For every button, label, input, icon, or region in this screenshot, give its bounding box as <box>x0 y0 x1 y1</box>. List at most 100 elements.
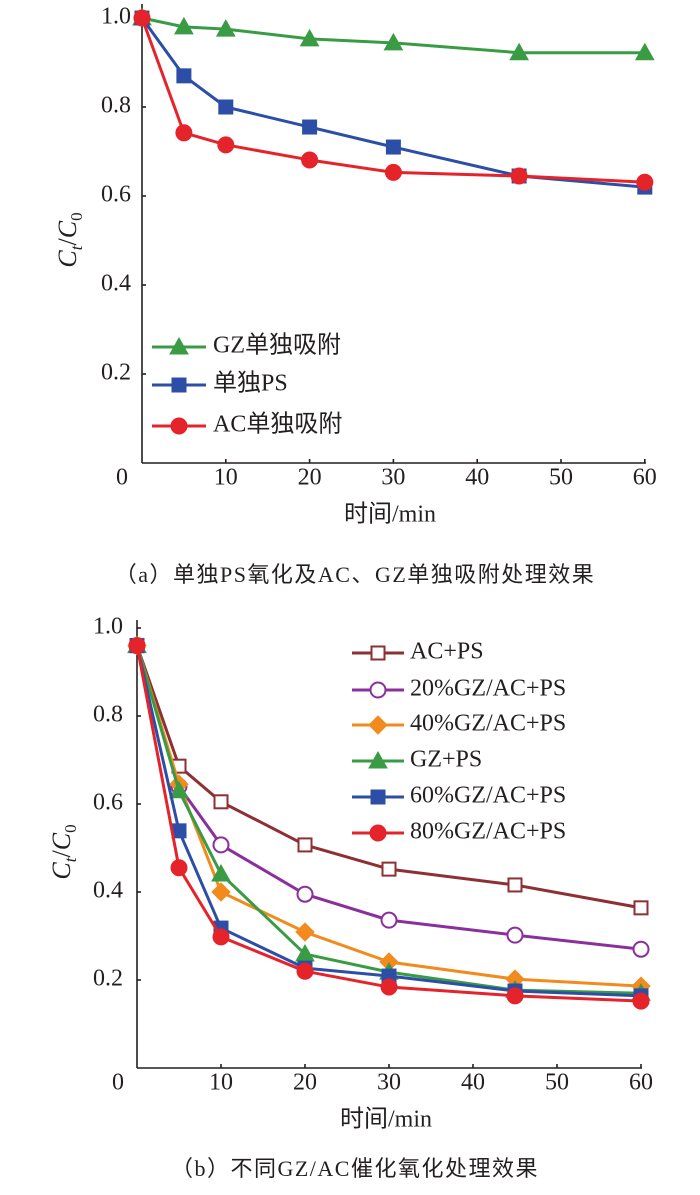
x-axis-title: 时间/min <box>340 1106 432 1133</box>
data-point <box>212 836 230 854</box>
x-tick-label: 50 <box>549 465 573 491</box>
data-point <box>636 173 654 191</box>
data-point <box>381 861 397 877</box>
y-tick-label: 0.2 <box>101 360 131 386</box>
data-point <box>507 877 523 893</box>
data-point <box>632 992 650 1010</box>
origin-label: 0 <box>116 465 128 491</box>
y-axis-title: Ct/C0 <box>47 824 80 879</box>
x-tick-label: 40 <box>461 1070 485 1096</box>
chart-a: 10 20 30 40 50 600.20.40.60.81.00Ct/C0时间/minG… <box>53 4 657 588</box>
y-tick-label: 0.6 <box>93 790 123 816</box>
legend-marker <box>370 645 386 661</box>
legend-label: AC单独吸附 <box>213 411 342 438</box>
legend-marker <box>169 336 189 355</box>
y-axis-title-subscript: t <box>67 244 86 250</box>
x-tick-label: 60 <box>633 465 657 491</box>
data-point <box>506 987 524 1005</box>
data-point <box>174 16 194 35</box>
legend-label: GZ+PS <box>410 747 482 773</box>
legend: AC+PS 20%GZ/AC+PS 40%GZ/AC+PS GZ+PS 60%GZ/AC… <box>352 639 566 845</box>
legend-marker <box>369 681 387 699</box>
y-tick-label: 0.4 <box>101 271 131 297</box>
data-point <box>299 28 320 47</box>
legend-label: AC+PS <box>410 639 484 665</box>
legend-item: 80%GZ/AC+PS <box>352 819 566 845</box>
x-tick-label: 30 <box>377 1070 401 1096</box>
data-point <box>296 962 314 980</box>
legend-item: AC单独吸附 <box>152 411 342 438</box>
data-point <box>211 863 231 882</box>
data-point <box>383 32 404 51</box>
y-axis-title-part: C <box>47 832 76 850</box>
y-axis-title-subscript: t <box>61 856 80 862</box>
y-tick-label: 1.0 <box>93 614 123 640</box>
data-point <box>133 9 151 27</box>
legend-marker <box>171 377 187 393</box>
data-point <box>212 928 230 946</box>
data-point <box>380 911 398 929</box>
data-point <box>297 837 313 853</box>
data-point <box>295 922 315 942</box>
y-axis-title-part: C <box>53 220 82 238</box>
data-point <box>510 167 528 185</box>
x-axis-title: 时间/min <box>344 501 436 528</box>
legend-item: 40%GZ/AC+PS <box>352 711 566 737</box>
x-tick-label: 40 <box>465 465 489 491</box>
legend-marker <box>370 789 386 805</box>
data-point <box>633 900 649 916</box>
data-point <box>217 136 235 154</box>
legend-marker <box>369 824 387 842</box>
x-tick-label: 30 <box>381 465 405 491</box>
data-point <box>301 151 319 169</box>
chart-b: 10 20 30 40 50 600.20.40.60.81.00Ct/C0时间/minA… <box>47 614 653 1182</box>
y-tick-label: 0.8 <box>93 702 123 728</box>
data-point <box>302 119 318 135</box>
data-point <box>211 882 231 902</box>
figure-caption: （b）不同GZ/AC催化氧化处理效果 <box>171 1156 539 1181</box>
x-tick-label: 20 <box>298 465 322 491</box>
legend-marker <box>368 750 388 769</box>
y-tick-label: 0.4 <box>93 878 123 904</box>
data-point <box>128 637 146 655</box>
y-axis-title-part: / <box>47 850 76 858</box>
legend-item: 20%GZ/AC+PS <box>352 676 566 702</box>
data-point <box>176 68 192 84</box>
legend-marker <box>368 715 388 735</box>
y-tick-label: 0.2 <box>93 966 123 992</box>
x-tick-label: 60 <box>629 1070 653 1096</box>
data-point <box>632 940 650 958</box>
y-axis-title: Ct/C0 <box>53 212 86 267</box>
legend-marker <box>170 417 188 435</box>
data-point <box>509 42 529 61</box>
x-tick-label: 10 <box>209 1070 233 1096</box>
y-axis-title-subscript: 0 <box>61 824 80 833</box>
legend-item: GZ单独吸附 <box>152 332 341 359</box>
data-point <box>385 139 401 155</box>
legend-label: 60%GZ/AC+PS <box>410 783 566 809</box>
data-point <box>215 19 236 37</box>
legend-item: GZ+PS <box>352 747 482 773</box>
y-tick-label: 0.6 <box>101 182 131 208</box>
data-point <box>296 885 314 903</box>
series <box>133 9 654 191</box>
legend-item: AC+PS <box>352 639 484 665</box>
y-axis-title-part: C <box>47 862 76 880</box>
figure-caption: （a）单独PS氧化及AC、GZ单独吸附处理效果 <box>115 562 596 587</box>
legend-label: GZ单独吸附 <box>213 332 341 359</box>
x-tick-label: 20 <box>293 1070 317 1096</box>
legend-label: 40%GZ/AC+PS <box>410 711 566 737</box>
data-point <box>218 99 234 115</box>
legend-label: 80%GZ/AC+PS <box>410 819 566 845</box>
y-tick-label: 1.0 <box>101 4 131 30</box>
series <box>128 637 650 1010</box>
legend-item: 60%GZ/AC+PS <box>352 783 566 809</box>
y-axis-title-part: C <box>53 250 82 268</box>
data-point <box>170 859 188 877</box>
data-point <box>169 780 189 799</box>
data-point <box>384 163 402 181</box>
y-axis-title-subscript: 0 <box>67 212 86 221</box>
